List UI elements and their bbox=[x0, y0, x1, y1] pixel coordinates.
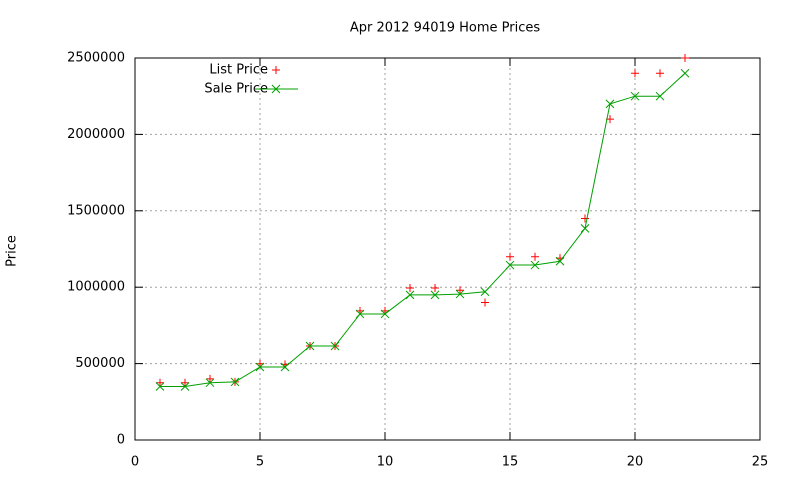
x-tick-label: 10 bbox=[377, 455, 394, 470]
data-point bbox=[305, 341, 315, 351]
data-point bbox=[481, 298, 489, 307]
data-point bbox=[656, 69, 664, 78]
legend-marker bbox=[272, 66, 280, 74]
y-tick-label: 2500000 bbox=[67, 51, 125, 66]
x-tick-label: 25 bbox=[752, 455, 769, 470]
x-tick-label: 5 bbox=[256, 455, 264, 470]
data-point bbox=[430, 290, 440, 300]
data-point bbox=[630, 91, 640, 101]
data-point bbox=[155, 382, 165, 391]
data-point bbox=[480, 287, 490, 297]
data-point bbox=[531, 252, 539, 261]
data-point bbox=[230, 377, 240, 387]
data-point bbox=[181, 378, 189, 387]
data-point bbox=[505, 260, 515, 270]
plot-frame bbox=[134, 57, 761, 441]
data-point bbox=[280, 362, 290, 372]
legend-label: Sale Price bbox=[204, 82, 268, 97]
data-point bbox=[156, 378, 164, 387]
data-point bbox=[206, 374, 214, 383]
data-point bbox=[681, 54, 689, 62]
chart-title: Apr 2012 94019 Home Prices bbox=[350, 21, 541, 36]
data-point bbox=[680, 68, 690, 78]
data-point bbox=[555, 256, 565, 266]
data-point bbox=[205, 378, 215, 388]
data-point bbox=[631, 69, 639, 78]
data-point bbox=[655, 91, 665, 101]
data-point bbox=[456, 286, 464, 295]
data-point bbox=[605, 99, 615, 109]
series-line bbox=[160, 72, 686, 388]
y-tick-label: 2000000 bbox=[67, 127, 125, 142]
y-axis-label: Price bbox=[5, 235, 20, 267]
x-tick-label: 15 bbox=[502, 455, 519, 470]
data-point bbox=[506, 252, 514, 261]
y-tick-label: 500000 bbox=[75, 356, 125, 371]
data-point bbox=[405, 290, 415, 300]
y-tick-label: 0 bbox=[117, 433, 125, 448]
legend-label: List Price bbox=[209, 63, 268, 78]
y-tick-label: 1000000 bbox=[67, 280, 125, 295]
data-point bbox=[581, 214, 589, 223]
data-point bbox=[380, 309, 390, 319]
data-point bbox=[580, 224, 590, 233]
data-point bbox=[355, 309, 365, 319]
data-point bbox=[530, 260, 540, 270]
data-point bbox=[255, 362, 265, 372]
data-point bbox=[330, 341, 340, 351]
legend-marker bbox=[271, 84, 281, 94]
data-point bbox=[180, 382, 190, 391]
data-point bbox=[431, 283, 439, 292]
x-tick-label: 20 bbox=[627, 455, 644, 470]
data-point bbox=[455, 289, 465, 299]
data-point bbox=[406, 283, 414, 292]
y-tick-label: 1500000 bbox=[67, 203, 125, 218]
x-tick-label: 0 bbox=[131, 455, 139, 470]
